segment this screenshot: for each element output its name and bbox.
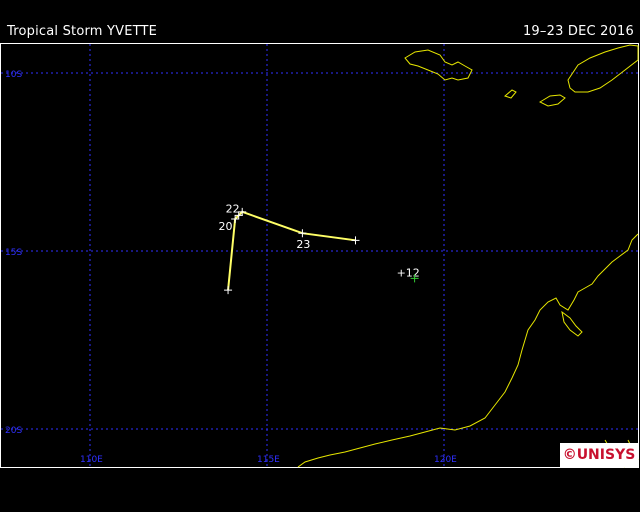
unisys-logo: ©UNISYS — [560, 443, 638, 467]
track-position-mark — [238, 207, 247, 216]
island-coastline — [404, 49, 473, 81]
axis-labels: 10S 15S 20S 110E 115E 120E — [5, 70, 457, 465]
track-position-mark — [234, 211, 243, 220]
logo-text: ©UNISYS — [562, 447, 636, 463]
lat-label: 15S — [5, 248, 22, 258]
track-position-mark — [231, 214, 240, 223]
other-storm-label: +12 — [397, 266, 420, 279]
day-label: 22 — [226, 202, 240, 215]
lat-label: 20S — [5, 426, 22, 436]
day-label: 20 — [219, 220, 233, 233]
island-coastline — [538, 94, 566, 107]
track-position-mark — [351, 236, 360, 245]
australia-coastline — [297, 233, 639, 468]
day-label: 23 — [296, 238, 310, 251]
map-title: Tropical Storm YVETTE — [7, 24, 158, 39]
track-day-labels: 22 20 23 — [219, 202, 311, 251]
island-coastline — [504, 89, 517, 99]
storm-track-line — [227, 210, 356, 291]
australia-coastline — [561, 310, 583, 337]
date-range: 19–23 DEC 2016 — [522, 24, 634, 39]
other-storm-cross — [410, 274, 419, 283]
map-frame — [0, 43, 639, 468]
track-position-marks — [224, 207, 360, 295]
lon-label: 120E — [434, 455, 457, 465]
lon-label: 110E — [80, 455, 103, 465]
island-coastline — [567, 44, 639, 93]
track-position-mark — [224, 286, 233, 295]
coastline-layer — [297, 44, 639, 468]
lat-lon-grid — [1, 44, 638, 467]
track-position-mark — [298, 229, 307, 238]
lat-label: 10S — [5, 70, 22, 80]
other-storm-marker — [410, 274, 419, 283]
lon-label: 115E — [257, 455, 280, 465]
